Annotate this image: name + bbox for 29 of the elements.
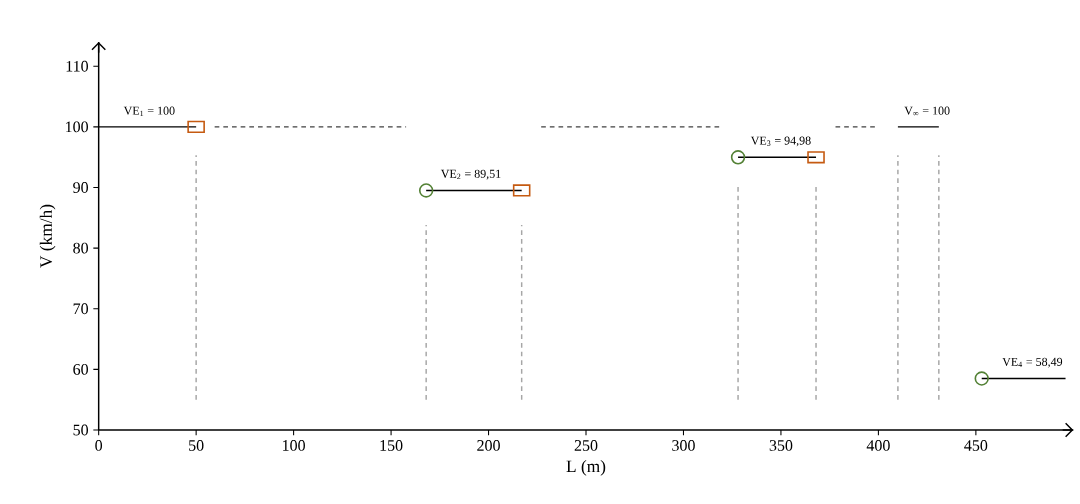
x-tick-label: 50 xyxy=(189,440,204,451)
point xyxy=(974,371,989,386)
y-tick-label: 110 xyxy=(66,60,89,72)
annotation: VE$_{4}$ = 58,49 xyxy=(1002,357,1063,368)
y-tick-label: 50 xyxy=(73,424,89,436)
x-tick-label: 100 xyxy=(283,440,305,451)
x-tick-label: 200 xyxy=(477,440,500,451)
point xyxy=(730,150,746,165)
y-tick-label: 80 xyxy=(73,242,89,254)
annotation: VE$_{3}$ = 94,98 xyxy=(750,136,811,147)
y-tick-label: 90 xyxy=(73,182,89,193)
annotation: V$_{∞}$ = 100 xyxy=(904,106,950,116)
x-tick-label: 400 xyxy=(866,440,890,451)
point xyxy=(187,120,205,134)
x-tick-label: 300 xyxy=(672,440,695,451)
annotation: VE$_{2}$ = 89,51 xyxy=(440,169,501,180)
y-tick-label: 100 xyxy=(66,121,89,133)
x-tick-label: 0 xyxy=(95,440,103,451)
point xyxy=(418,183,434,198)
x-tick-label: 450 xyxy=(964,440,988,451)
y-axis-title: V (km/h) xyxy=(39,204,56,268)
x-tick-label: 150 xyxy=(380,440,403,451)
point xyxy=(807,151,825,164)
x-tick-label: 250 xyxy=(574,440,598,451)
x-axis-title: L (m) xyxy=(566,460,606,476)
annotation: VE$_{1}$ = 100 xyxy=(123,106,175,116)
y-tick-label: 70 xyxy=(73,303,89,315)
y-tick-label: 60 xyxy=(73,363,89,375)
x-tick-label: 350 xyxy=(769,440,793,451)
